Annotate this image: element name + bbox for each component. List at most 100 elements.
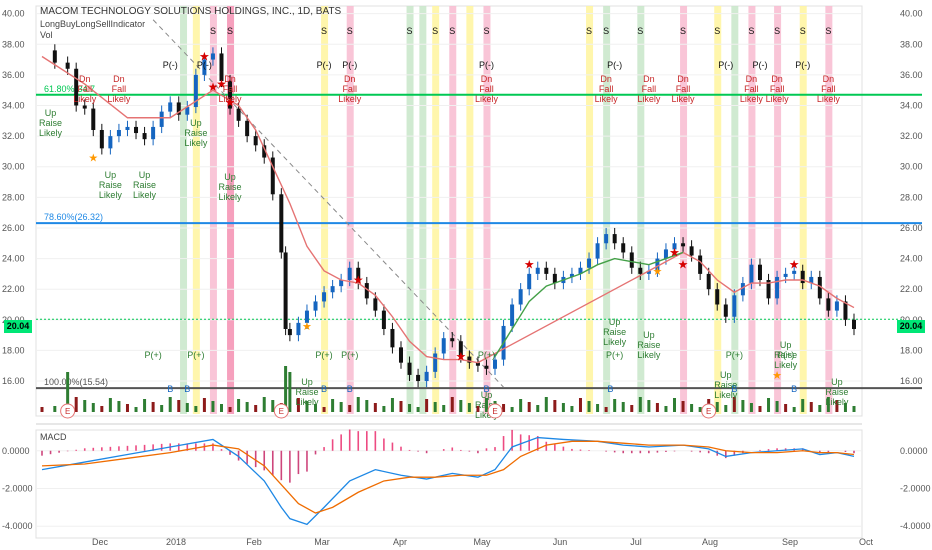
price-tick-left: 22.00 <box>2 284 25 294</box>
x-tick-label: May <box>473 537 491 547</box>
dn-fall-likely-label: Likely <box>475 94 499 104</box>
dn-fall-likely-label: Dn <box>600 74 612 84</box>
macd-histogram-bar <box>605 450 607 452</box>
candle <box>638 267 643 274</box>
macd-histogram-bar <box>49 450 52 455</box>
candle <box>116 129 121 137</box>
volume-bar <box>228 407 232 412</box>
volume-bar <box>108 398 112 412</box>
up-raise-likely-label: Likely <box>714 390 738 400</box>
volume-bar <box>382 406 386 412</box>
macd-histogram-bar <box>588 450 590 451</box>
macd-histogram-bar <box>639 450 642 454</box>
dn-fall-likely-label: Likely <box>740 94 764 104</box>
candle <box>347 267 352 281</box>
up-raise-likely-label: Raise <box>219 182 242 192</box>
candle <box>283 252 288 329</box>
star-marker: ★ <box>353 273 364 287</box>
dn-fall-likely-label: Fall <box>223 84 238 94</box>
volume-bar <box>724 405 728 412</box>
candle <box>646 270 651 274</box>
volume-bar <box>604 407 608 412</box>
price-tick-left: 26.00 <box>2 223 25 233</box>
candle <box>356 267 361 284</box>
s-signal-label: S <box>432 26 438 36</box>
candle <box>330 286 335 293</box>
price-tick-right: 34.00 <box>900 101 923 111</box>
volume-bar <box>390 398 394 412</box>
dn-fall-likely-label: Likely <box>595 94 619 104</box>
volume-bar <box>544 397 548 412</box>
candle <box>843 301 848 320</box>
candle <box>817 276 822 299</box>
macd-histogram-bar <box>724 450 727 459</box>
macd-histogram-bar <box>220 449 223 451</box>
candle <box>450 338 455 342</box>
signal-band-13 <box>603 6 611 414</box>
up-raise-likely-label: Up <box>643 330 655 340</box>
star-marker-orange: ★ <box>772 370 782 382</box>
up-raise-likely-label: Raise <box>295 387 318 397</box>
up-raise-likely-label: Likely <box>39 128 63 138</box>
price-tick-right: 24.00 <box>900 254 923 264</box>
volume-bar <box>314 404 318 412</box>
macd-histogram-bar <box>733 450 736 456</box>
s-signal-label: S <box>680 26 686 36</box>
macd-tick-left: -4.0000 <box>2 521 33 531</box>
price-tick-right: 36.00 <box>900 70 923 80</box>
p-plus-label: P(+) <box>144 350 161 360</box>
signal-band-0 <box>209 6 217 414</box>
p-plus-label: P(+) <box>726 350 743 360</box>
volume-bar <box>237 399 241 412</box>
macd-tick-right: -4.0000 <box>900 521 931 531</box>
s-signal-label: S <box>210 26 216 36</box>
b-signal-label: B <box>607 384 613 394</box>
candle <box>544 267 549 274</box>
candle <box>467 356 472 363</box>
b-signal-label: B <box>184 384 190 394</box>
dn-fall-likely-label: Likely <box>766 94 790 104</box>
candle <box>322 292 327 302</box>
volume-bar <box>271 400 275 412</box>
volume-bar <box>818 405 822 412</box>
macd-histogram-bar <box>408 449 411 451</box>
candle <box>142 133 147 140</box>
signal-band-2 <box>192 6 200 414</box>
volume-bar <box>143 399 147 412</box>
volume-bar <box>792 407 796 412</box>
candle <box>416 374 421 382</box>
signal-band-9 <box>449 6 457 414</box>
macd-histogram-bar <box>451 447 454 451</box>
macd-histogram-bar <box>314 450 317 455</box>
volume-bar <box>843 403 847 412</box>
s-signal-label: S <box>483 26 489 36</box>
candle <box>91 108 96 130</box>
candle <box>159 111 164 127</box>
candle <box>569 273 574 277</box>
volume-bar <box>117 401 121 412</box>
signal-band-8 <box>432 6 440 414</box>
macd-histogram-bar <box>331 439 334 451</box>
volume-bar <box>801 399 805 412</box>
earnings-marker <box>60 403 76 419</box>
up-raise-likely-label: Up <box>609 317 621 327</box>
earnings-marker <box>273 403 289 419</box>
candle <box>381 310 386 329</box>
candle <box>313 301 318 311</box>
dn-fall-likely-label: Fall <box>479 84 494 94</box>
ema-line-red <box>41 55 855 364</box>
candle <box>74 68 79 106</box>
candle <box>210 53 215 60</box>
volume-bar <box>202 398 206 412</box>
volume-bar <box>852 406 856 412</box>
volume-bar <box>561 403 565 412</box>
volume-bar <box>416 407 420 412</box>
candle <box>604 234 609 244</box>
volume-bar <box>91 403 95 412</box>
signal-band-20 <box>799 6 807 414</box>
dn-fall-likely-label: Dn <box>643 74 655 84</box>
up-raise-likely-label: Raise <box>774 350 797 360</box>
x-tick-label: Jun <box>553 537 568 547</box>
dn-fall-likely-label: Dn <box>344 74 356 84</box>
price-tick-right: 38.00 <box>900 39 923 49</box>
